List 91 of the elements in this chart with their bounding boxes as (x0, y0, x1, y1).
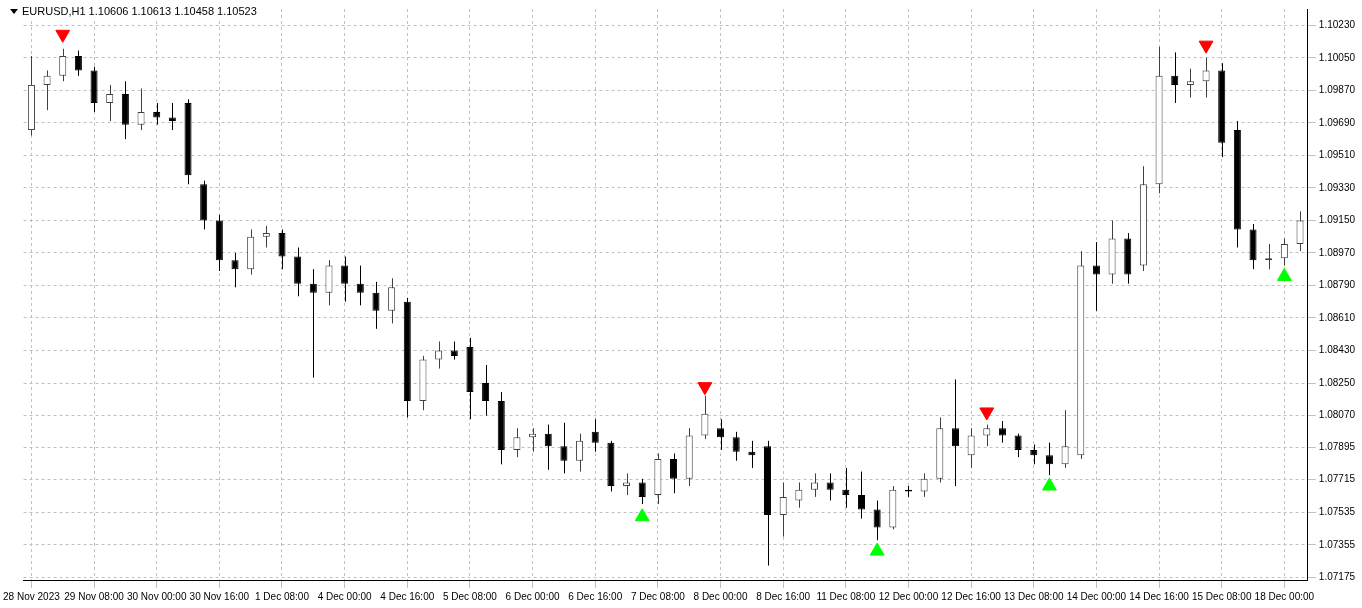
candlestick (560, 422, 568, 474)
candlestick (1014, 433, 1022, 458)
x-tick-label: 29 Nov 08:00 (64, 590, 125, 602)
candlestick (262, 225, 270, 249)
point (55, 29, 71, 43)
candlestick (1186, 68, 1194, 99)
y-tick-label: 1.07535 (1318, 505, 1356, 517)
candlestick (983, 424, 991, 447)
point (869, 542, 885, 556)
candlestick (779, 481, 787, 538)
point (1042, 477, 1057, 491)
candlestick (670, 453, 678, 494)
candlestick (43, 69, 51, 111)
y-tick-label: 1.09150 (1318, 214, 1356, 226)
candlestick (1045, 442, 1053, 476)
candlestick (717, 418, 725, 451)
y-tick-label: 1.09330 (1318, 181, 1356, 193)
x-tick-label: 15 Dec 08:00 (1191, 590, 1252, 602)
candlestick (1092, 241, 1100, 312)
chart-title: EURUSD,H1 1.10606 1.10613 1.10458 1.10523 (22, 5, 257, 17)
x-tick-label: 30 Nov 00:00 (126, 590, 187, 602)
y-tick-label: 1.07715 (1318, 473, 1356, 485)
candlestick (701, 395, 709, 440)
candlestick (74, 50, 82, 77)
candlestick (309, 268, 317, 379)
candlestick (482, 364, 490, 417)
candlestick (231, 252, 239, 288)
y-tick-label: 1.07355 (1318, 538, 1356, 550)
candlestick (544, 424, 552, 471)
x-tick-label: 14 Dec 00:00 (1066, 590, 1127, 602)
candlestick (1280, 237, 1288, 267)
candlestick (59, 48, 67, 82)
y-tick-label: 1.10050 (1318, 51, 1356, 63)
x-tick-label: 8 Dec 16:00 (756, 590, 811, 602)
candlestick (638, 478, 646, 505)
candlestick (591, 418, 599, 453)
y-tick-label: 1.09690 (1318, 116, 1356, 128)
x-tick-label: 7 Dec 08:00 (630, 590, 686, 602)
y-tick-label: 1.09870 (1318, 84, 1356, 96)
y-tick-label: 1.08970 (1318, 246, 1356, 258)
x-tick-label: 6 Dec 00:00 (505, 590, 560, 602)
y-tick-label: 1.10230 (1318, 19, 1356, 31)
candlestick (951, 378, 959, 487)
x-tick-label: 18 Dec 00:00 (1254, 590, 1315, 602)
y-tick-label: 1.08070 (1318, 409, 1356, 421)
x-tick-label: 11 Dec 08:00 (816, 590, 876, 602)
candlestick (732, 431, 740, 462)
candlestick (388, 277, 396, 324)
candlestick (356, 265, 364, 306)
candlestick (857, 471, 866, 520)
candlestick (967, 427, 975, 469)
candlestick (341, 256, 349, 303)
x-tick-label: 12 Dec 00:00 (878, 590, 939, 602)
point (634, 508, 650, 522)
candlestick (576, 433, 584, 473)
candlestick (435, 340, 443, 370)
x-tick-label: 14 Dec 16:00 (1129, 590, 1190, 602)
candlestick (998, 420, 1006, 444)
y-tick-label: 1.07175 (1318, 571, 1356, 583)
x-tick-label: 5 Dec 08:00 (442, 590, 498, 602)
x-tick-label: 12 Dec 16:00 (941, 590, 1002, 602)
candlestick (137, 88, 145, 131)
y-tick-label: 1.08610 (1318, 311, 1356, 323)
candlestick (873, 499, 881, 541)
candlestick (623, 472, 631, 496)
y-tick-label: 1.08790 (1318, 279, 1356, 291)
candlestick (1296, 210, 1304, 252)
x-tick-label: 13 Dec 08:00 (1004, 590, 1064, 602)
candlestick (920, 472, 928, 498)
candlestick (106, 84, 114, 122)
candlestick (826, 472, 834, 501)
x-tick-label: 30 Nov 16:00 (189, 590, 250, 602)
y-tick-label: 1.08250 (1318, 376, 1356, 388)
y-tick-label: 1.07895 (1318, 440, 1356, 452)
x-tick-label: 6 Dec 16:00 (568, 590, 623, 602)
y-tick-label: 1.08430 (1318, 344, 1356, 356)
x-tick-label: 4 Dec 16:00 (380, 590, 435, 602)
candlestick (1202, 57, 1210, 99)
candlestick (168, 102, 176, 131)
candlestick (1061, 409, 1069, 469)
candlestick (810, 472, 819, 498)
x-tick-label: 4 Dec 00:00 (317, 590, 373, 602)
candlestick (513, 427, 521, 458)
candlestick (1171, 51, 1179, 104)
y-tick-label: 1.09510 (1318, 149, 1356, 161)
x-tick-label: 28 Nov 2023 (3, 590, 61, 602)
point (1198, 40, 1214, 54)
x-tick-label: 8 Dec 00:00 (693, 590, 748, 602)
x-tick-label: 1 Dec 08:00 (255, 590, 310, 602)
candlestick (278, 228, 286, 270)
candlestick (372, 281, 380, 330)
